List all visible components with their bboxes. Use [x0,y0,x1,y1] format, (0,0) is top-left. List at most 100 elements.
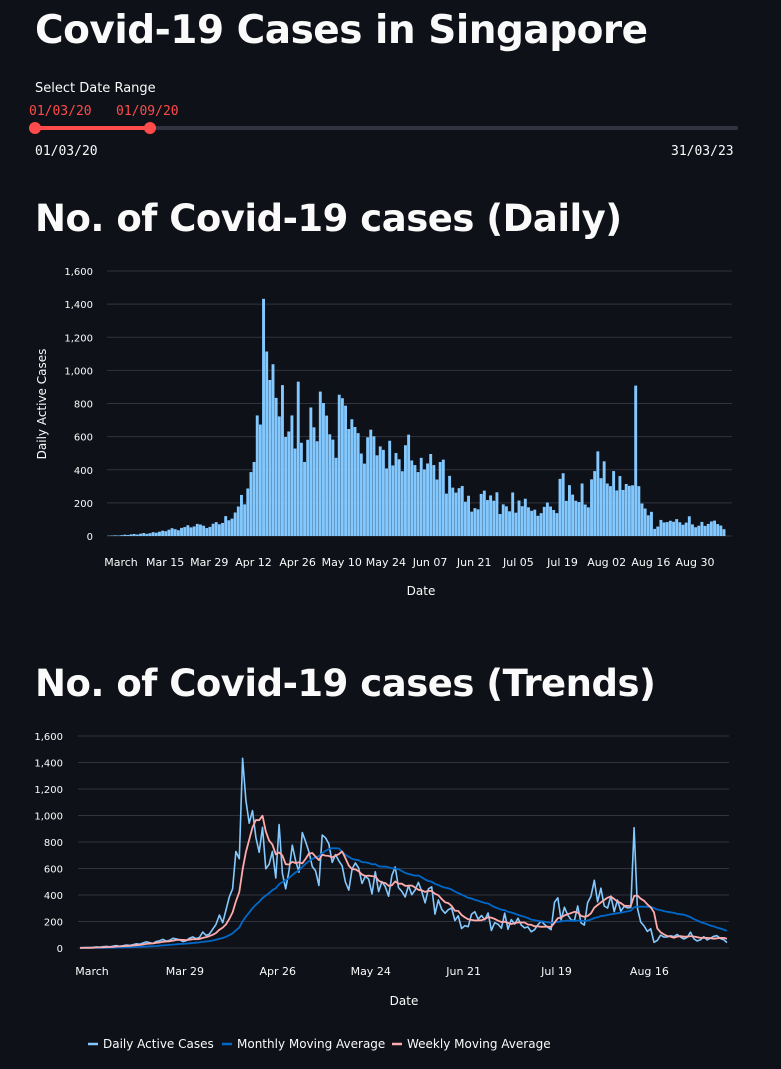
daily-bar[interactable] [523,498,527,536]
daily-bar[interactable] [132,534,136,536]
daily-bar[interactable] [284,436,288,536]
slider-end-handle[interactable] [144,122,156,134]
daily-bar[interactable] [372,436,376,536]
daily-bar[interactable] [227,520,231,536]
daily-bar[interactable] [476,509,480,536]
daily-bar[interactable] [325,415,329,536]
daily-bar[interactable] [624,483,628,536]
daily-bar[interactable] [615,490,619,536]
daily-bar[interactable] [309,407,313,536]
daily-bar[interactable] [363,463,366,536]
daily-bar[interactable] [697,525,701,536]
daily-bar[interactable] [656,526,660,536]
daily-bar[interactable] [706,523,710,536]
daily-bar[interactable] [429,454,433,536]
daily-bar[interactable] [530,510,534,536]
daily-bar[interactable] [183,527,187,536]
daily-bar[interactable] [145,533,149,536]
daily-bar[interactable] [580,483,584,536]
daily-bar[interactable] [154,532,158,536]
daily-bar[interactable] [646,515,650,536]
daily-bar[interactable] [120,535,124,536]
daily-bar[interactable] [340,398,344,536]
daily-bar[interactable] [517,500,521,536]
daily-bar[interactable] [684,522,688,536]
daily-bar[interactable] [542,506,546,536]
daily-bar[interactable] [262,298,265,536]
daily-bar[interactable] [722,529,726,536]
daily-bar[interactable] [378,446,382,536]
daily-bar[interactable] [353,427,357,536]
legend-entry-weekly[interactable]: Weekly Moving Average [407,1037,551,1051]
daily-bar[interactable] [691,524,694,536]
daily-bar[interactable] [381,449,385,536]
daily-bar[interactable] [161,530,165,536]
daily-bar[interactable] [596,451,600,536]
daily-bar[interactable] [265,351,269,536]
daily-bar[interactable] [344,405,347,536]
daily-bar[interactable] [126,535,130,536]
daily-bar[interactable] [454,492,458,536]
legend-entry-monthly[interactable]: Monthly Moving Average [237,1037,385,1051]
daily-bar[interactable] [602,461,606,536]
daily-bar[interactable] [151,532,155,536]
daily-bar[interactable] [391,465,395,536]
series-line-weekly[interactable] [79,814,728,949]
daily-bar[interactable] [514,512,518,536]
daily-bar[interactable] [571,494,575,536]
daily-bar[interactable] [394,453,398,536]
daily-bar[interactable] [511,492,515,536]
daily-bar[interactable] [460,485,464,536]
daily-bar[interactable] [583,504,587,536]
daily-bar[interactable] [199,524,202,536]
daily-bar[interactable] [299,442,303,536]
daily-bar[interactable] [129,534,133,536]
daily-bar[interactable] [186,525,190,536]
daily-bar[interactable] [662,522,666,536]
daily-bar[interactable] [195,523,199,536]
daily-bar[interactable] [356,433,360,536]
daily-bar[interactable] [593,471,597,536]
daily-bar[interactable] [173,529,177,536]
daily-bar[interactable] [457,488,461,536]
daily-bar[interactable] [713,520,716,536]
daily-bar[interactable] [533,509,537,536]
daily-bar[interactable] [224,516,228,536]
daily-bar[interactable] [520,506,524,536]
daily-bar[interactable] [590,479,593,536]
daily-bar[interactable] [176,530,180,536]
daily-bar[interactable] [322,403,325,536]
daily-bar[interactable] [568,485,571,536]
daily-bar[interactable] [366,437,370,536]
daily-bar[interactable] [369,429,373,536]
daily-bar[interactable] [659,519,663,536]
daily-bar[interactable] [637,486,641,536]
daily-bar[interactable] [271,364,275,536]
daily-bar[interactable] [631,485,634,536]
daily-bar[interactable] [240,494,243,536]
daily-bar[interactable] [419,457,423,536]
daily-bar[interactable] [350,419,354,536]
daily-bar[interactable] [719,525,723,536]
legend-entry-daily[interactable]: Daily Active Cases [103,1037,214,1051]
daily-bar[interactable] [438,461,442,536]
daily-bar[interactable] [258,424,262,536]
daily-bar[interactable] [416,472,420,536]
daily-bar[interactable] [492,500,496,536]
daily-bar[interactable] [467,495,470,536]
daily-bar[interactable] [385,468,388,536]
daily-bar[interactable] [277,416,281,536]
daily-bar[interactable] [303,461,306,536]
daily-bar[interactable] [555,513,559,536]
daily-bar[interactable] [640,503,644,536]
daily-bar[interactable] [473,508,477,536]
daily-bar[interactable] [211,523,215,536]
daily-bar[interactable] [536,515,540,536]
daily-bar[interactable] [675,519,679,536]
daily-bar[interactable] [479,493,483,536]
daily-bar[interactable] [170,528,174,536]
daily-bar[interactable] [501,504,505,536]
daily-bar[interactable] [400,471,404,536]
daily-bar[interactable] [180,527,183,536]
date-range-slider-track[interactable] [35,126,738,130]
